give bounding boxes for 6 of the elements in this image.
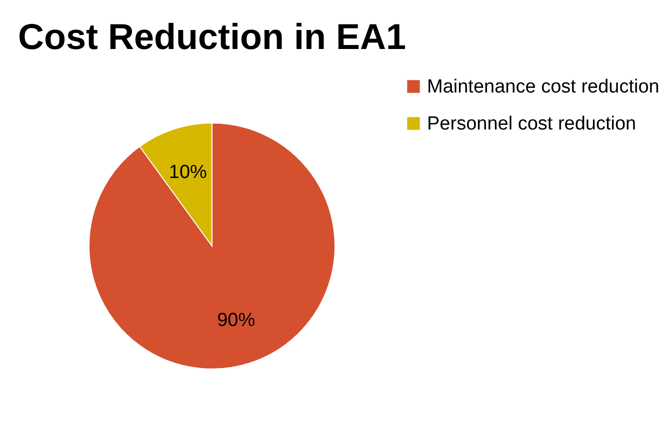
data-label: 90% [217, 310, 256, 332]
legend-label: Personnel cost reduction [427, 114, 636, 134]
pie-slice [88, 122, 336, 370]
chart-title: Cost Reduction in EA1 [18, 16, 406, 57]
data-label: 10% [168, 162, 208, 183]
legend-label: Maintenance cost reduction [427, 76, 660, 98]
